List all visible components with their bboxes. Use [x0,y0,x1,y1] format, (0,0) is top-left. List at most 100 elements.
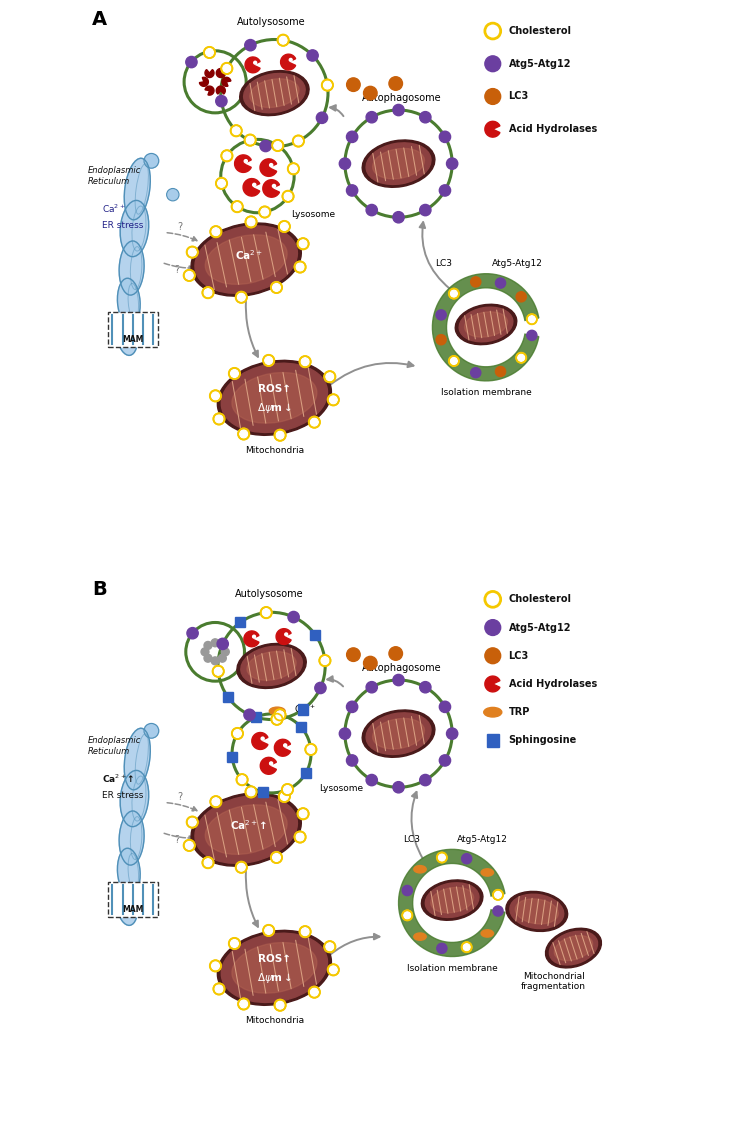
Circle shape [393,675,404,685]
Circle shape [463,944,470,951]
Ellipse shape [118,848,140,896]
Circle shape [437,853,447,863]
Circle shape [245,40,256,51]
Circle shape [220,40,328,147]
Circle shape [485,620,501,635]
Circle shape [188,819,196,826]
Text: LC3: LC3 [403,834,420,844]
Circle shape [393,782,404,793]
Circle shape [516,352,526,363]
Circle shape [404,912,411,919]
Text: ?: ? [175,834,180,845]
Text: Cholesterol: Cholesterol [509,26,572,36]
Circle shape [299,239,307,247]
Circle shape [438,854,445,861]
Circle shape [232,127,240,135]
Circle shape [420,682,431,693]
Ellipse shape [484,708,502,717]
Circle shape [206,49,213,56]
Circle shape [340,158,351,169]
Circle shape [276,711,284,718]
Circle shape [364,657,377,670]
Circle shape [245,135,256,146]
Wedge shape [243,179,259,196]
Wedge shape [222,78,231,87]
Circle shape [244,709,255,720]
Ellipse shape [195,796,298,863]
Circle shape [265,927,273,935]
Circle shape [288,611,299,622]
Ellipse shape [414,865,426,873]
Text: Lysosome: Lysosome [320,784,364,793]
Circle shape [213,414,225,424]
Text: $\Delta\psi$m$\downarrow$: $\Delta\psi$m$\downarrow$ [257,401,292,415]
Circle shape [238,429,249,440]
Ellipse shape [205,235,287,284]
Circle shape [307,746,315,754]
Ellipse shape [237,643,306,689]
Circle shape [261,209,269,215]
Ellipse shape [481,930,493,937]
Ellipse shape [269,707,285,715]
Circle shape [440,185,451,196]
Circle shape [202,287,214,299]
Bar [223,692,233,702]
Ellipse shape [250,79,299,107]
Text: ROS↑: ROS↑ [258,384,291,394]
Circle shape [231,369,238,377]
Ellipse shape [240,71,309,115]
Circle shape [270,163,273,166]
Circle shape [528,316,535,323]
Circle shape [493,890,503,899]
Circle shape [218,612,325,719]
Circle shape [276,431,284,439]
Circle shape [296,263,304,271]
Ellipse shape [117,886,137,926]
Circle shape [305,743,317,755]
Ellipse shape [243,73,305,113]
Wedge shape [199,78,208,87]
Circle shape [282,784,293,796]
Wedge shape [244,630,259,646]
Text: Ca$^{2+}$↑: Ca$^{2+}$↑ [102,773,135,785]
Circle shape [233,203,241,211]
Circle shape [364,87,377,100]
Circle shape [290,165,298,173]
Circle shape [272,140,284,152]
Circle shape [185,271,193,279]
Circle shape [340,728,351,740]
Circle shape [329,966,337,974]
Ellipse shape [232,943,317,993]
Circle shape [288,163,299,174]
Circle shape [493,906,503,917]
Circle shape [184,840,195,852]
Circle shape [263,925,274,936]
Circle shape [495,366,506,376]
Text: Atg5-Atg12: Atg5-Atg12 [509,622,571,633]
Text: Atg5-Atg12: Atg5-Atg12 [456,834,508,844]
Ellipse shape [124,158,150,220]
Text: Autolysosome: Autolysosome [234,589,303,600]
Circle shape [247,218,255,226]
Text: A: A [92,10,107,30]
Text: Endoplasmic
Reticulum: Endoplasmic Reticulum [88,166,142,186]
Circle shape [420,204,431,215]
Text: ER stress: ER stress [102,221,143,230]
Circle shape [274,1000,286,1011]
Ellipse shape [373,718,424,749]
Circle shape [184,51,246,113]
Bar [108,882,157,917]
Circle shape [449,288,459,299]
Circle shape [187,246,198,258]
Circle shape [316,112,328,123]
Circle shape [270,282,282,293]
Circle shape [247,788,255,796]
Ellipse shape [119,811,144,865]
Circle shape [280,792,288,800]
Ellipse shape [506,891,567,931]
Text: MAM: MAM [122,905,143,913]
Wedge shape [205,87,214,95]
Circle shape [254,62,257,64]
Ellipse shape [205,805,287,854]
Circle shape [298,238,309,250]
